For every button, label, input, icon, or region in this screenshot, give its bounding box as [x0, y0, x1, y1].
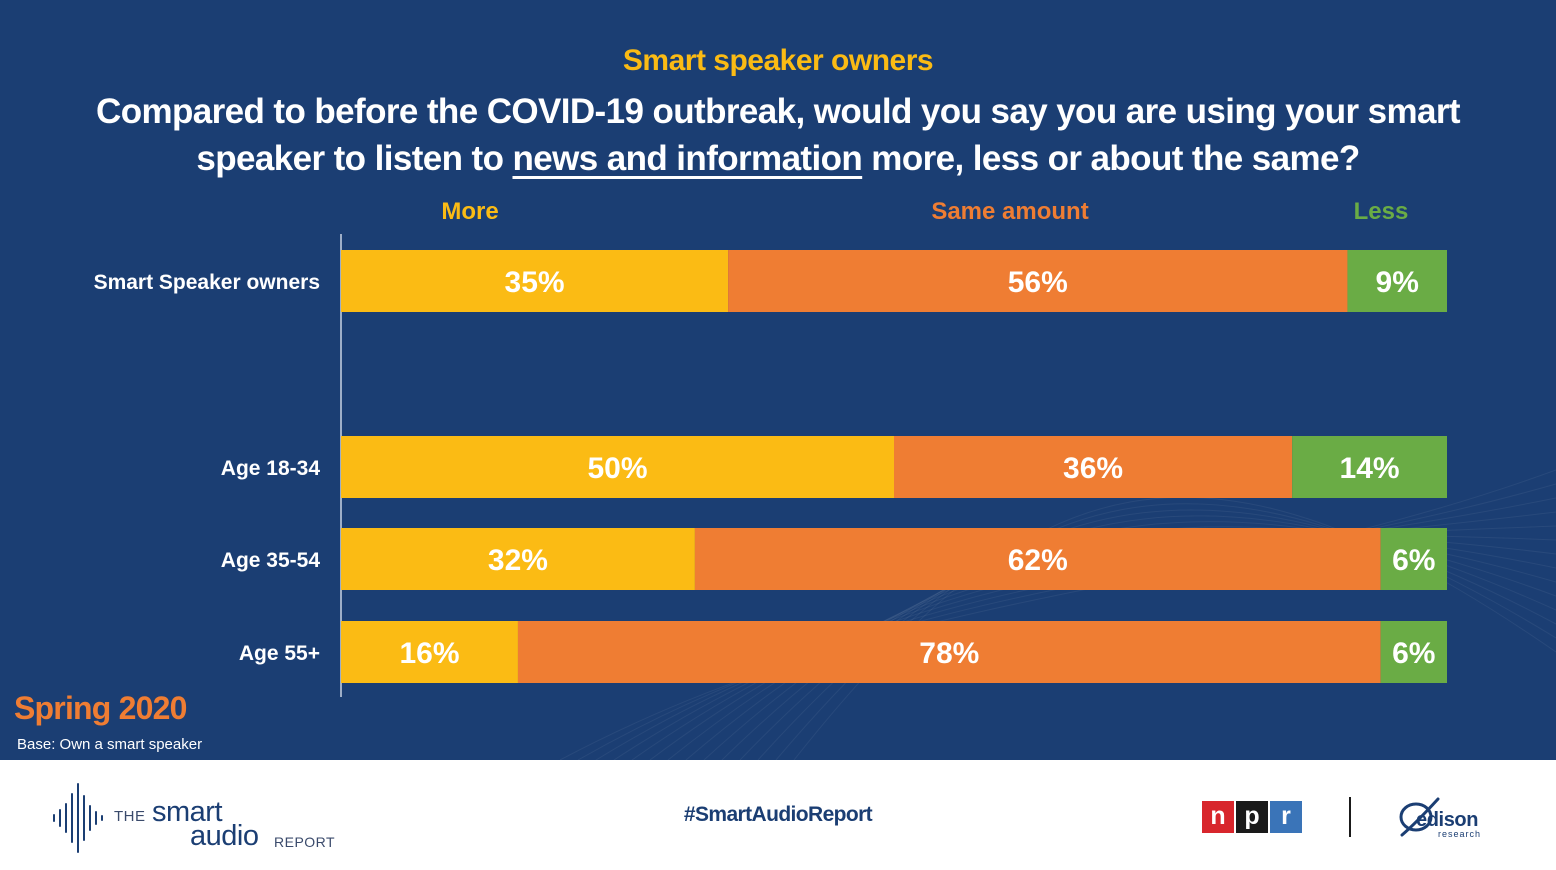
bar-segment [694, 528, 1381, 590]
logo-smart-text: smart [152, 796, 223, 828]
data-label: 36% [1063, 452, 1123, 485]
bar-segment [1347, 250, 1447, 312]
data-label: 56% [1008, 266, 1068, 299]
bar-segment [341, 528, 695, 590]
data-label: 9% [1376, 266, 1419, 299]
data-label: 6% [1392, 544, 1435, 577]
edison-swirl-icon [1399, 797, 1440, 837]
bar-segment [1292, 436, 1447, 498]
title-part-2: more, less or about the same? [862, 139, 1360, 178]
category-label: Smart Speaker owners [94, 271, 320, 294]
npr-r: r [1270, 801, 1302, 833]
base-note: Base: Own a smart speaker [17, 736, 203, 753]
chart-subtitle: Smart speaker owners [622, 44, 934, 77]
category-label: Age 35-54 [221, 549, 321, 572]
data-label: 62% [1008, 544, 1068, 577]
logo-divider [1349, 797, 1351, 837]
bar-segment [894, 436, 1293, 498]
title-part-1: Compared to before the COVID-19 outbreak… [96, 92, 1461, 178]
edison-research-logo: edison research [1394, 793, 1504, 843]
logo-audio-text: audio [190, 820, 259, 852]
chart-panel: Smart speaker owners Compared to before … [0, 0, 1556, 760]
legend-same-amount: Same amount [931, 198, 1088, 225]
bar-segment [1380, 621, 1447, 683]
npr-logo: n p r [1202, 801, 1302, 833]
period-label: Spring 2020 [14, 690, 187, 726]
smart-audio-report-logo: THE smart audio REPORT [48, 782, 348, 854]
category-label: Age 18-34 [221, 457, 321, 480]
data-label: 32% [488, 544, 548, 577]
bar-segment [1380, 528, 1447, 590]
logo-report-text: REPORT [274, 834, 336, 850]
bar-segment [517, 621, 1381, 683]
data-label: 35% [505, 266, 565, 299]
hashtag: #SmartAudioReport [683, 803, 873, 826]
data-label: 6% [1392, 637, 1435, 670]
category-label: Age 55+ [239, 642, 320, 665]
research-text: research [1438, 829, 1482, 839]
bar-segment [728, 250, 1348, 312]
data-label: 50% [587, 452, 647, 485]
data-label: 78% [919, 637, 979, 670]
sound-wave-icon [53, 783, 103, 853]
npr-n: n [1202, 801, 1234, 833]
bar-segment [341, 250, 729, 312]
wave-line [559, 469, 1556, 760]
stacked-bar-chart: More Same amount Less Smart Speaker owners 3… [94, 198, 1447, 697]
chart-title: Compared to before the COVID-19 outbreak… [60, 88, 1496, 182]
data-label: 14% [1340, 452, 1400, 485]
legend-more: More [441, 198, 498, 225]
legend-less: Less [1354, 198, 1409, 225]
npr-p: p [1236, 801, 1268, 833]
data-label: 16% [399, 637, 459, 670]
title-emphasis: news and information [512, 139, 863, 178]
bar-segment [341, 621, 518, 683]
logo-the-text: THE [114, 808, 146, 825]
edison-text: edison [1416, 809, 1479, 831]
bar-segment [341, 436, 894, 498]
